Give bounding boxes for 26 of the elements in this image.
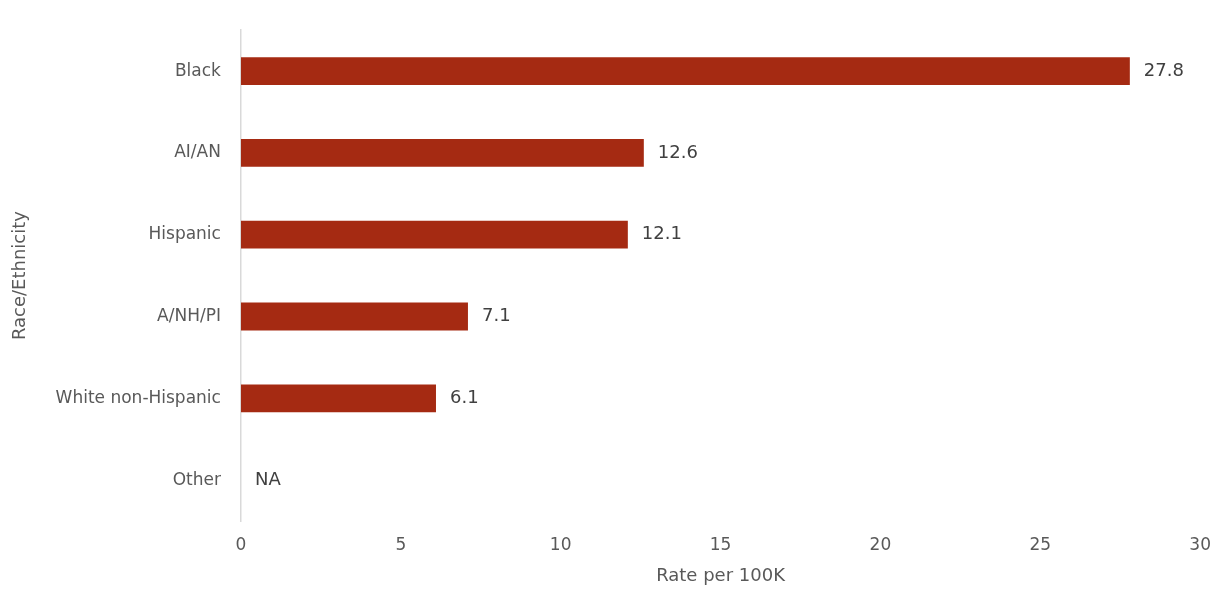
data-label: 12.6 xyxy=(657,140,698,162)
x-tick-label: 0 xyxy=(235,533,247,554)
y-tick-label: Black xyxy=(174,59,222,80)
x-tick-label: 30 xyxy=(1189,533,1211,554)
y-tick-label: AI/AN xyxy=(174,141,221,162)
bar xyxy=(240,384,436,413)
x-tick-label: 5 xyxy=(395,533,407,554)
bar xyxy=(240,138,644,167)
y-axis-title: Race/Ethnicity xyxy=(8,210,30,341)
data-label: 6.1 xyxy=(449,385,479,407)
x-axis-title: Rate per 100K xyxy=(656,563,787,585)
y-tick-label: Other xyxy=(172,468,221,489)
x-tick-label: 15 xyxy=(709,533,732,554)
x-tick-label: 10 xyxy=(549,533,572,554)
bar xyxy=(240,57,1130,86)
data-label: 27.8 xyxy=(1143,58,1184,80)
data-label: 7.1 xyxy=(481,304,511,326)
data-label: 12.1 xyxy=(641,222,682,244)
bar xyxy=(240,220,628,249)
x-tick-label: 20 xyxy=(869,533,892,554)
y-tick-label: A/NH/PI xyxy=(157,304,221,325)
x-tick-label: 25 xyxy=(1029,533,1052,554)
bar xyxy=(240,302,468,331)
text: NA xyxy=(254,467,281,489)
y-tick-label: White non-Hispanic xyxy=(55,386,221,407)
y-tick-label: Hispanic xyxy=(148,223,221,244)
